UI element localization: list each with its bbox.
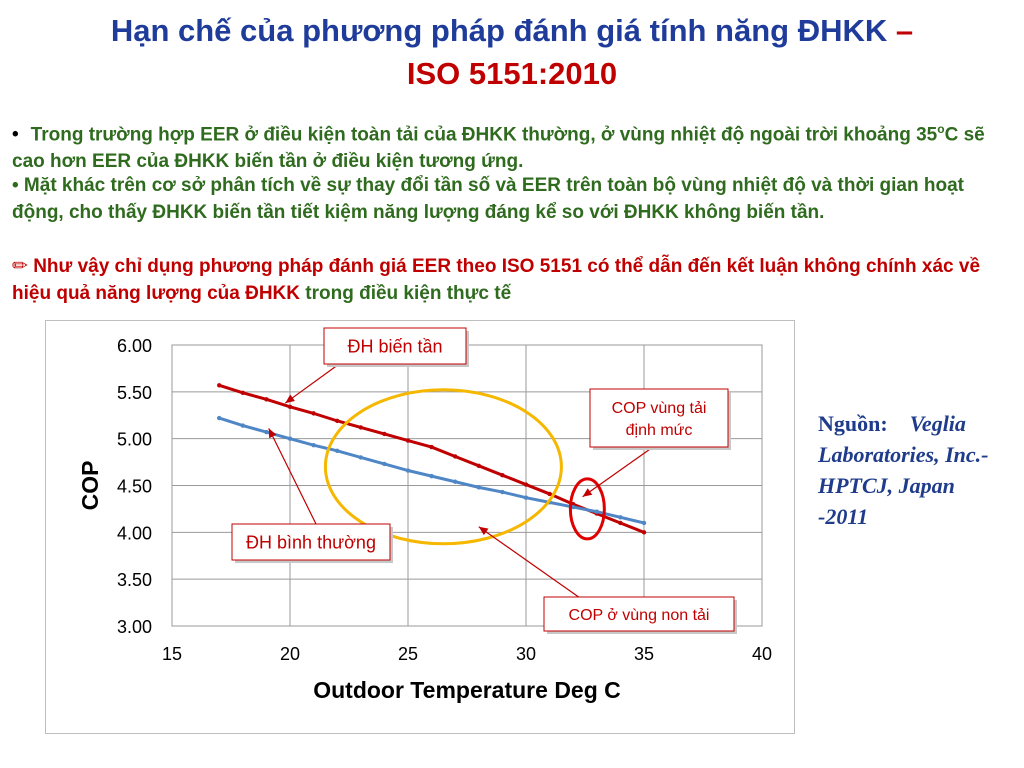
x-axis-label: Outdoor Temperature Deg C <box>313 677 621 703</box>
data-point <box>453 454 458 459</box>
annotation-label: COP vùng tải <box>612 400 707 417</box>
title-dash: – <box>895 13 914 48</box>
data-point <box>358 425 363 430</box>
data-point <box>453 479 458 484</box>
annotation-box <box>231 523 391 561</box>
x-tick-label: 35 <box>634 644 654 664</box>
data-point <box>382 431 387 437</box>
bullet-3-tail: trong điều kiện thực tế <box>300 283 512 304</box>
annotation-label: định mức <box>626 422 693 439</box>
highlight-ellipse-red <box>568 477 606 541</box>
source-label: Nguồn: <box>818 411 888 436</box>
annotation-arrowhead <box>478 526 489 536</box>
bullet-1-text-b: C sẽ cao hơn EER của ĐHKK biến tần ở điề… <box>12 124 985 173</box>
highlight-ellipse-yellow <box>323 388 563 546</box>
data-point <box>523 482 529 487</box>
y-tick-label: 4.50 <box>117 477 152 497</box>
annotation-arrowhead <box>268 428 277 439</box>
annotation-arrowhead <box>285 394 295 404</box>
data-point <box>547 491 552 497</box>
cop-chart-svg: 3.00 3.50 4.00 4.50 5.00 5.50 6.00 15 20 25 30 35 40… <box>77 327 772 703</box>
slide-title-text: Hạn chế của phương pháp đánh giá tính nă… <box>110 13 888 48</box>
x-tick-label: 40 <box>752 644 772 664</box>
pencil-icon: ✏ <box>12 256 28 277</box>
bullet-3-text: Như vậy chỉ dụng phương pháp đánh giá EE… <box>12 256 981 304</box>
y-tick-label: 5.00 <box>117 430 152 450</box>
data-point <box>500 472 505 478</box>
data-point <box>264 397 269 402</box>
data-point <box>382 461 387 467</box>
x-tick-label: 30 <box>516 644 536 664</box>
data-point <box>405 468 411 473</box>
y-tick-label: 3.50 <box>117 570 152 590</box>
y-tick-label: 3.00 <box>117 617 152 637</box>
x-tick-label: 25 <box>398 644 418 664</box>
slide-subtitle: ISO 5151:2010 <box>406 56 618 91</box>
data-point <box>571 504 576 510</box>
data-point <box>523 495 529 500</box>
degree-superscript: o <box>937 122 945 136</box>
annotation-label: ĐH biến tần <box>347 336 442 356</box>
data-point <box>405 438 411 443</box>
data-point <box>429 473 434 479</box>
bullet-3: ✏ Như vậy chỉ dụng phương pháp đánh giá … <box>12 253 1012 307</box>
data-point <box>287 404 293 410</box>
data-point <box>500 489 505 495</box>
data-point <box>641 520 647 526</box>
annotation-arrowhead <box>582 488 593 497</box>
bullet-1-text-a: Trong trường hợp EER ở điều kiện toàn tả… <box>30 124 938 146</box>
y-axis-label: COP <box>77 461 103 511</box>
annotation-label: ĐH bình thường <box>246 532 376 552</box>
annotation-label: COP ở vùng non tải <box>569 607 710 624</box>
x-tick-label: 15 <box>162 644 182 664</box>
annotation-box <box>589 388 729 448</box>
data-point <box>358 455 363 460</box>
data-point <box>641 530 647 535</box>
y-tick-label: 4.00 <box>117 523 152 543</box>
annotation-pointer <box>478 526 591 606</box>
data-point <box>618 520 623 526</box>
data-point <box>476 485 481 490</box>
data-point <box>264 429 269 435</box>
bullet-dot-icon: • <box>12 124 19 146</box>
data-point <box>476 463 481 469</box>
annotation-pointer <box>268 428 317 525</box>
data-point <box>217 383 222 388</box>
data-point <box>240 390 245 395</box>
data-point <box>429 444 434 450</box>
source-note: Nguồn: Veglia Laboratories, Inc.-HPTCJ, … <box>818 408 998 532</box>
y-tick-label: 6.00 <box>117 336 152 356</box>
data-point <box>618 515 623 520</box>
data-point <box>335 448 340 454</box>
data-point <box>594 509 599 514</box>
data-point <box>287 436 293 441</box>
data-point <box>311 443 316 448</box>
data-point <box>311 411 316 416</box>
bullet-2: • Mặt khác trên cơ sở phân tích về sự th… <box>12 175 964 223</box>
annotation-box <box>323 327 467 365</box>
data-point <box>240 423 245 428</box>
annotation-pointer <box>582 446 654 498</box>
slide-title: Hạn chế của phương pháp đánh giá tính nă… <box>0 12 1024 50</box>
x-tick-label: 20 <box>280 644 300 664</box>
cop-chart: 3.00 3.50 4.00 4.50 5.00 5.50 6.00 15 20 25 30 35 40… <box>45 320 795 734</box>
data-point <box>335 418 340 424</box>
source-body: Veglia Laboratories, Inc.-HPTCJ, Japan -… <box>818 411 989 529</box>
data-point <box>217 415 222 421</box>
y-tick-label: 5.50 <box>117 383 152 403</box>
bullet-1: • Trong trường hợp EER ở điều kiện toàn t… <box>12 116 1012 175</box>
annotation-box <box>543 596 735 632</box>
